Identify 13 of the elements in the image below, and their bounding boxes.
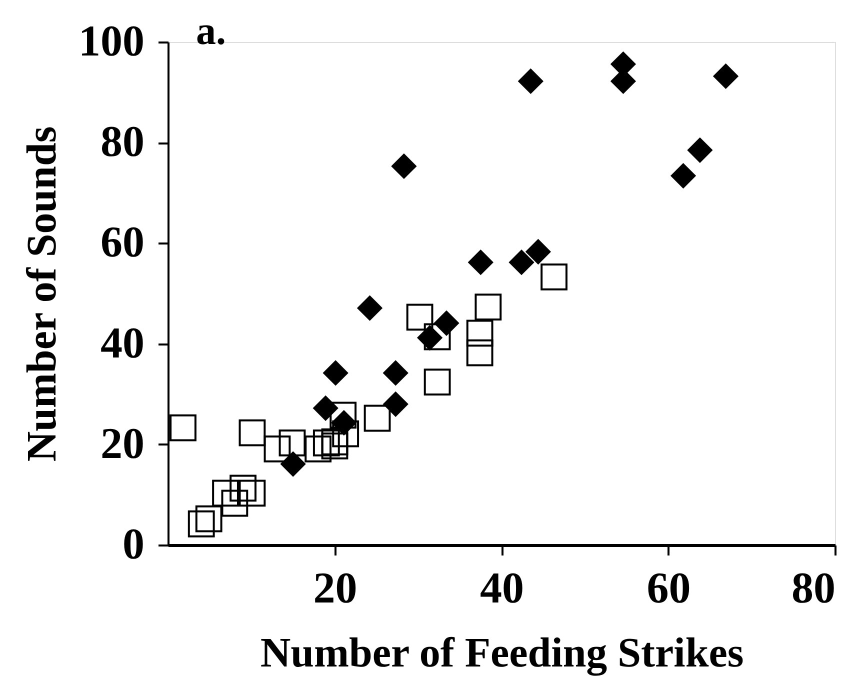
y-tick-label: 40 — [100, 318, 144, 368]
y-tick-label: 60 — [100, 218, 144, 267]
annotation: a. — [196, 8, 226, 53]
y-tick-label: 20 — [100, 418, 144, 468]
x-tick-label: 80 — [792, 564, 836, 612]
y-axis-title: Number of Sounds — [20, 126, 66, 462]
y-tick-label: 100 — [78, 16, 144, 66]
y-tick-label: 80 — [100, 117, 144, 166]
x-tick-label: 40 — [480, 564, 524, 612]
x-tick-label: 20 — [313, 564, 358, 612]
x-axis-title: Number of Feeding Strikes — [260, 630, 744, 676]
y-tick-label: 0 — [122, 520, 144, 568]
x-tick-label: 60 — [646, 564, 691, 612]
